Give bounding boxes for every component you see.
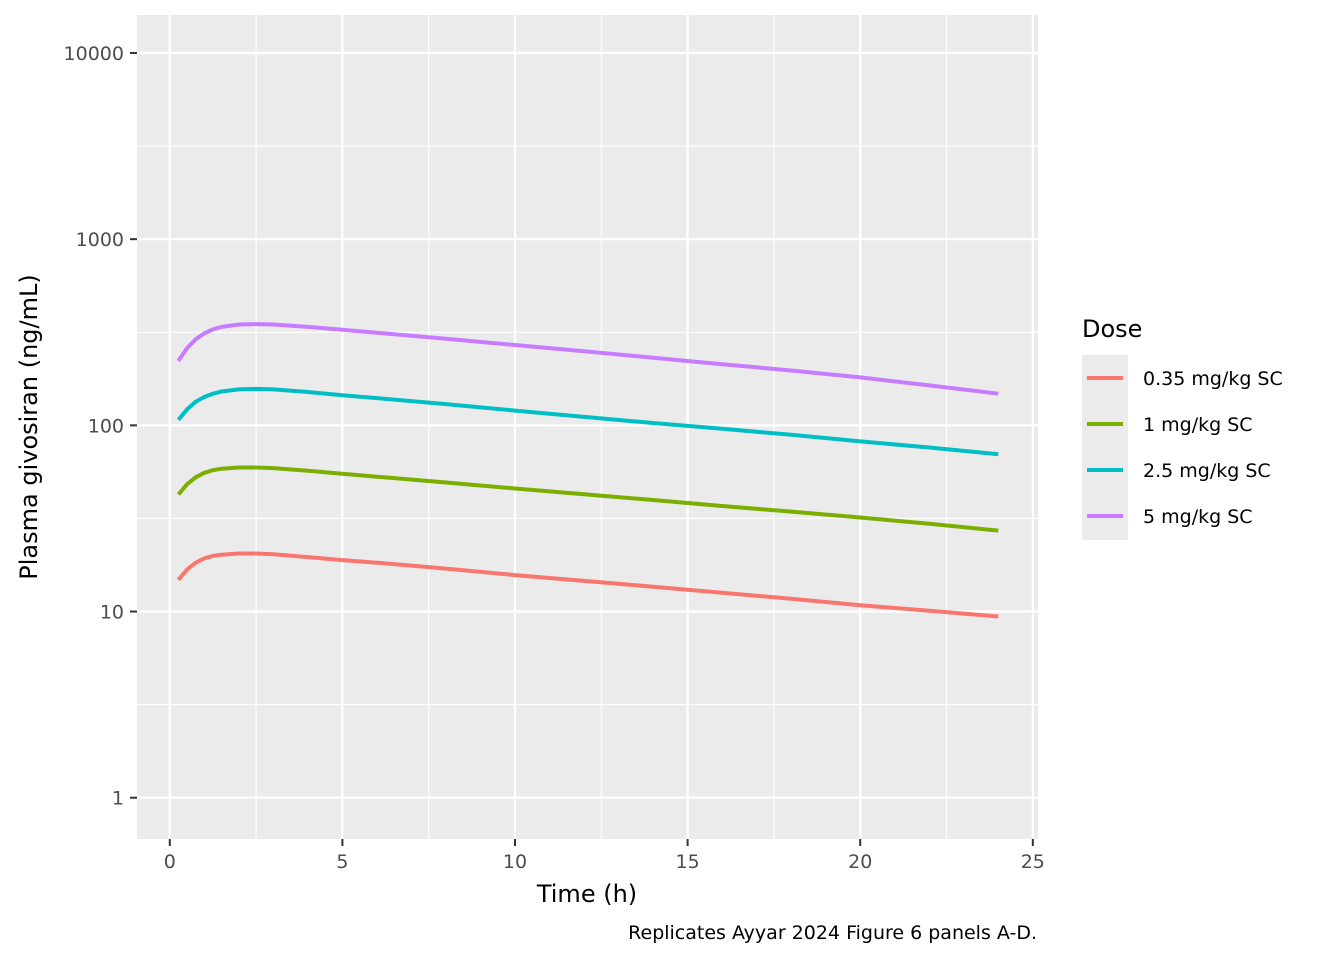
y-axis-title: Plasma givosiran (ng/mL) (15, 274, 43, 579)
y-tick-label: 10000 (64, 43, 124, 65)
legend-label: 1 mg/kg SC (1143, 414, 1253, 436)
x-tick-label: 25 (1021, 851, 1045, 873)
x-axis-title: Time (h) (536, 880, 637, 908)
legend-label: 2.5 mg/kg SC (1143, 460, 1271, 482)
legend-key-background (1082, 355, 1128, 540)
x-tick-label: 5 (336, 851, 348, 873)
minor-gridlines (137, 15, 1038, 839)
x-tick-label: 15 (676, 851, 700, 873)
caption: Replicates Ayyar 2024 Figure 6 panels A-… (628, 922, 1037, 944)
x-axis: 0 5 10 15 20 25 (164, 839, 1045, 873)
x-tick-label: 20 (848, 851, 872, 873)
legend-title: Dose (1082, 315, 1142, 343)
y-tick-label: 10 (100, 602, 124, 624)
legend-label: 0.35 mg/kg SC (1143, 368, 1283, 390)
y-tick-label: 1000 (76, 229, 124, 251)
legend-label: 5 mg/kg SC (1143, 506, 1253, 528)
x-tick-label: 0 (164, 851, 176, 873)
x-tick-label: 10 (503, 851, 527, 873)
legend-items: 0.35 mg/kg SC 1 mg/kg SC 2.5 mg/kg SC 5 mg/… (1087, 368, 1283, 528)
plot-panel (137, 15, 1038, 839)
series-line (176, 465, 999, 533)
y-tick-label: 1 (112, 788, 124, 810)
y-axis: 1 10 100 1000 10000 (64, 43, 137, 810)
series-lines (176, 322, 999, 619)
y-tick-label: 100 (88, 415, 124, 437)
series-line (176, 386, 999, 457)
legend: Dose 0.35 mg/kg SC 1 mg/kg SC 2.5 mg/kg SC… (1082, 315, 1283, 540)
series-line (176, 551, 999, 619)
series-line (176, 322, 999, 396)
